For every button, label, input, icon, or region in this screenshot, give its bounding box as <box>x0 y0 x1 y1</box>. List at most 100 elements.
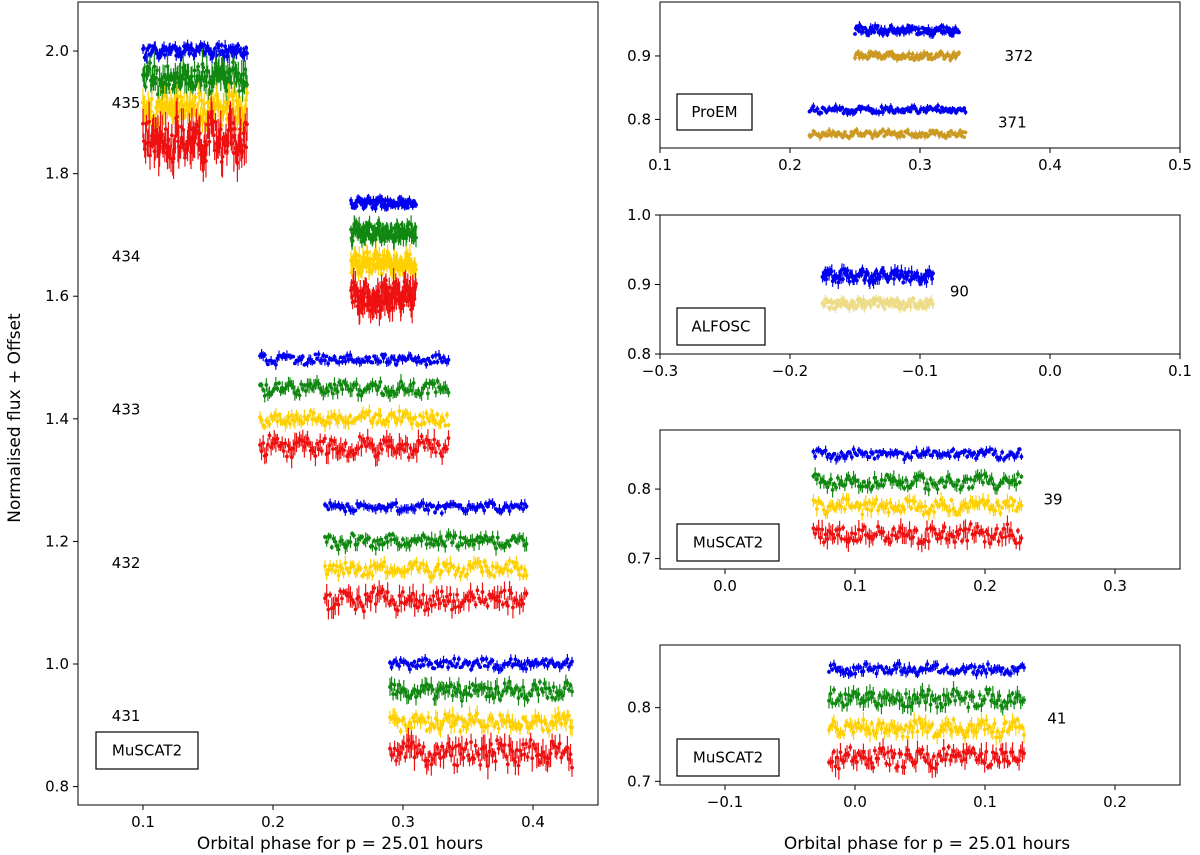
data-point <box>492 541 497 546</box>
data-point <box>446 569 451 574</box>
data-point <box>405 411 410 416</box>
data-point <box>367 386 372 391</box>
data-point <box>399 543 404 548</box>
data-point <box>270 389 275 394</box>
data-point <box>421 440 426 444</box>
data-point <box>362 609 366 614</box>
data-point <box>373 412 378 417</box>
data-point <box>490 535 495 540</box>
data-point <box>402 448 407 453</box>
data-point <box>392 746 397 751</box>
data-point <box>330 391 335 396</box>
data-point <box>480 590 485 594</box>
data-point <box>410 421 414 426</box>
data-point <box>269 445 273 450</box>
data-point <box>245 91 249 95</box>
data-point <box>365 598 370 602</box>
data-point <box>340 417 345 422</box>
data-point <box>330 357 335 362</box>
data-point <box>392 683 397 687</box>
data-point <box>415 751 420 756</box>
data-point <box>490 716 495 721</box>
data-point <box>426 569 431 574</box>
data-point <box>401 303 406 308</box>
data-point <box>285 454 289 459</box>
data-point <box>438 504 443 509</box>
data-point <box>385 540 390 544</box>
night-label-433: 433 <box>112 401 141 419</box>
data-point <box>512 564 517 569</box>
data-point <box>541 690 545 694</box>
data-point <box>475 588 480 593</box>
data-point <box>458 503 463 508</box>
data-point <box>504 562 509 567</box>
data-point <box>429 537 434 542</box>
data-point <box>321 418 326 423</box>
data-point <box>517 602 522 607</box>
data-point <box>424 728 429 733</box>
data-point <box>219 43 224 48</box>
data-point <box>483 597 488 602</box>
data-point <box>467 598 471 603</box>
data-point <box>483 501 488 506</box>
data-point <box>433 568 437 573</box>
data-point <box>397 593 402 598</box>
data-point <box>521 601 526 606</box>
data-point <box>280 355 285 360</box>
data-point <box>473 538 478 543</box>
data-point <box>324 420 329 425</box>
data-point <box>481 657 486 662</box>
data-point <box>321 353 326 358</box>
data-point <box>245 51 249 56</box>
data-point <box>441 719 446 723</box>
data-point <box>525 698 530 702</box>
data-point <box>879 26 884 31</box>
data-point <box>340 387 345 392</box>
data-point <box>518 688 522 692</box>
data-point <box>453 744 458 749</box>
series-main-night-434-band-1 <box>349 193 418 213</box>
series-main-night-434-band-2 <box>349 215 418 251</box>
data-point <box>531 663 536 667</box>
data-point <box>397 664 402 669</box>
data-point <box>372 562 377 567</box>
data-point <box>332 412 337 417</box>
data-point <box>484 657 489 661</box>
data-point <box>149 96 154 101</box>
data-point <box>465 594 470 599</box>
data-point <box>507 559 512 563</box>
data-point <box>357 253 362 258</box>
data-point <box>517 573 522 577</box>
data-point <box>397 386 402 391</box>
data-point <box>394 659 399 664</box>
data-point <box>509 591 514 596</box>
data-point <box>218 127 223 132</box>
data-point <box>308 409 313 413</box>
data-point <box>362 439 367 444</box>
data-point <box>431 503 436 508</box>
data-point <box>368 564 373 569</box>
data-point <box>259 417 264 422</box>
data-point <box>482 508 487 513</box>
data-point <box>524 591 529 596</box>
data-point <box>370 573 375 578</box>
data-point <box>875 24 880 28</box>
series-main-night-432-band-2 <box>323 528 529 556</box>
data-point <box>478 600 483 604</box>
data-point <box>433 602 437 607</box>
data-point <box>380 564 385 569</box>
data-point <box>267 433 272 438</box>
data-point <box>443 506 448 511</box>
data-point <box>429 603 434 608</box>
data-point <box>197 131 202 136</box>
data-point <box>367 595 371 599</box>
data-point <box>557 741 562 746</box>
data-point <box>446 390 451 395</box>
data-point <box>424 411 429 416</box>
data-point <box>439 589 444 594</box>
x-tick-label: 0.1 <box>131 813 155 831</box>
data-point <box>348 540 353 544</box>
data-point <box>505 568 510 573</box>
data-point <box>450 540 454 545</box>
data-point <box>399 600 404 605</box>
